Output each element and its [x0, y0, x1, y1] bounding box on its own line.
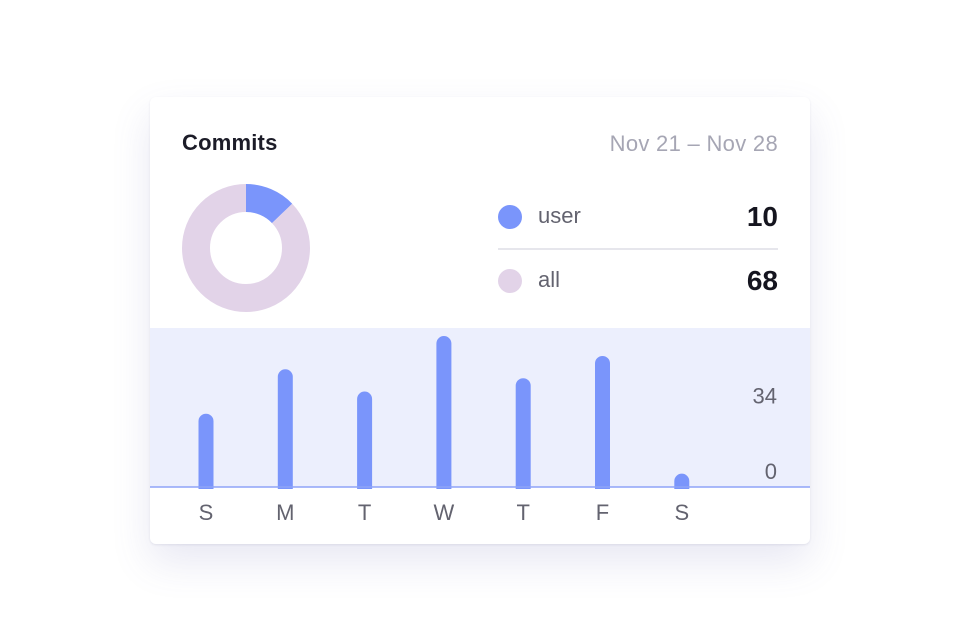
x-tick-label-1: M	[276, 500, 294, 525]
bar-1	[277, 369, 293, 489]
chart-background	[150, 328, 810, 487]
bar-5	[595, 355, 610, 489]
legend-user-label: user	[538, 203, 581, 228]
y-tick-label-68: 68	[753, 328, 777, 333]
legend-row-all: all 68	[498, 248, 778, 312]
y-tick-label-0: 0	[765, 459, 777, 484]
donut-slice-all	[182, 184, 310, 312]
commits-card: Commits Nov 21 – Nov 28 user 10 all 68 0…	[150, 97, 810, 544]
x-tick-label-2: T	[358, 500, 371, 525]
commits-donut-chart	[182, 184, 310, 312]
x-tick-label-5: F	[596, 500, 609, 525]
legend-all-label: all	[538, 267, 561, 292]
x-tick-label-3: W	[434, 500, 455, 525]
bar-2	[357, 391, 373, 489]
bar-4	[515, 378, 531, 489]
bar-6	[674, 473, 690, 489]
legend-row-user: user 10	[498, 184, 778, 250]
legend-all-dot	[498, 269, 522, 293]
bar-3	[436, 336, 452, 489]
card-title: Commits	[182, 130, 278, 155]
x-tick-label-0: S	[199, 500, 214, 525]
x-tick-label-6: S	[674, 500, 689, 525]
bar-0	[198, 413, 214, 489]
daily-commits-bar-chart: 0 34 68 S M T W T F S	[150, 328, 810, 525]
date-range: Nov 21 – Nov 28	[609, 131, 778, 156]
legend-user-dot	[498, 205, 522, 229]
x-tick-label-4: T	[516, 500, 529, 525]
legend-user-value: 10	[746, 201, 778, 232]
legend-all-value: 68	[746, 265, 778, 296]
y-tick-label-34: 34	[753, 384, 777, 409]
